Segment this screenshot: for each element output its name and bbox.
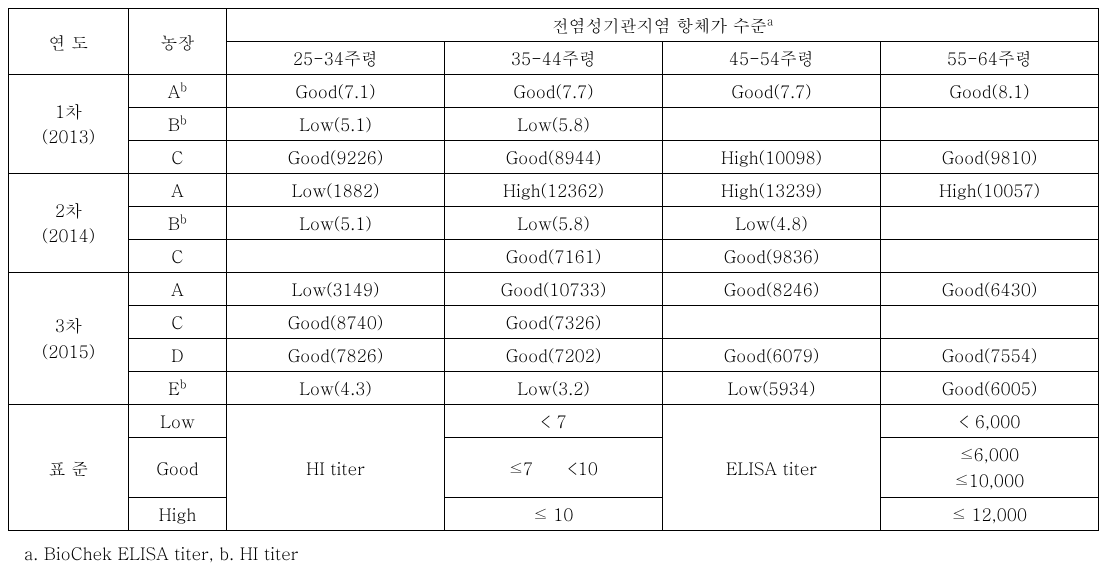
table-cell: Good(6079) [662, 339, 880, 372]
farm-sup: b [180, 376, 187, 392]
table-cell [662, 108, 880, 141]
farm-cell: C [128, 240, 226, 273]
header-range-3: 55-64주령 [880, 42, 1098, 75]
farm-sup: b [180, 112, 187, 128]
header-sup-a: a [767, 13, 773, 29]
table-cell [880, 240, 1098, 273]
table-cell: Good(7826) [226, 339, 444, 372]
table-cell: Good(7.7) [662, 75, 880, 108]
table-cell: High(12362) [444, 174, 662, 207]
year-cell-1: 2차(2014) [9, 174, 129, 273]
table-cell: Good(10733) [444, 273, 662, 306]
year-cell-2: 3차(2015) [9, 273, 129, 405]
table-cell: Low(3.2) [444, 372, 662, 405]
farm-cell: Bb [128, 108, 226, 141]
table-cell: Good(9226) [226, 141, 444, 174]
header-range-0: 25-34주령 [226, 42, 444, 75]
standard-level: Low [128, 405, 226, 438]
year-cell-0: 1차(2013) [9, 75, 129, 174]
standard-level: High [128, 498, 226, 531]
farm-sup: b [180, 211, 187, 227]
table-cell: Good(7202) [444, 339, 662, 372]
table-cell: Low(5934) [662, 372, 880, 405]
farm-cell: A [128, 273, 226, 306]
header-range-1: 35-44주령 [444, 42, 662, 75]
table-cell: Good(7.7) [444, 75, 662, 108]
elisa-titer-label: ELISA titer [662, 405, 880, 531]
table-cell: High(10057) [880, 174, 1098, 207]
standard-level: Good [128, 438, 226, 498]
table-cell: Good(6430) [880, 273, 1098, 306]
header-farm: 농장 [128, 9, 226, 75]
farm-cell: D [128, 339, 226, 372]
table-cell [880, 306, 1098, 339]
table-cell: Low(4.3) [226, 372, 444, 405]
header-range-2: 45-54주령 [662, 42, 880, 75]
table-cell: Good(8.1) [880, 75, 1098, 108]
table-cell [662, 306, 880, 339]
table-cell: Good(7.1) [226, 75, 444, 108]
table-cell: Low(5.8) [444, 108, 662, 141]
standard-label: 표 준 [9, 405, 129, 531]
table-cell: Good(7161) [444, 240, 662, 273]
table-cell: High(10098) [662, 141, 880, 174]
farm-cell: Ab [128, 75, 226, 108]
header-titer-level: 전염성기관지염 항체가 수준a [226, 9, 1098, 42]
table-cell: Good(6005) [880, 372, 1098, 405]
farm-cell: Bb [128, 207, 226, 240]
footnote-text: a. BioChek ELISA titer, b. HI titer [8, 531, 1099, 565]
table-cell: Low(3149) [226, 273, 444, 306]
elisa-condition: ≤6,000≤10,000 [880, 438, 1098, 498]
antibody-titer-table: 연 도농장전염성기관지염 항체가 수준a25-34주령35-44주령45-54주… [8, 8, 1099, 531]
hi-condition: ≤7 <10 [444, 438, 662, 498]
table-cell [880, 207, 1098, 240]
table-cell: Low(4.8) [662, 207, 880, 240]
farm-cell: C [128, 141, 226, 174]
table-cell: Good(7554) [880, 339, 1098, 372]
farm-cell: C [128, 306, 226, 339]
table-cell: Good(9836) [662, 240, 880, 273]
table-cell: Low(5.1) [226, 207, 444, 240]
table-cell: Good(7326) [444, 306, 662, 339]
farm-sup: b [180, 79, 187, 95]
hi-condition: ≤ 10 [444, 498, 662, 531]
table-cell: Good(8246) [662, 273, 880, 306]
table-cell [226, 240, 444, 273]
table-cell: Low(5.1) [226, 108, 444, 141]
table-cell: High(13239) [662, 174, 880, 207]
table-cell [880, 108, 1098, 141]
elisa-condition: < 6,000 [880, 405, 1098, 438]
table-cell: Good(8740) [226, 306, 444, 339]
table-cell: Low(5.8) [444, 207, 662, 240]
hi-condition: < 7 [444, 405, 662, 438]
table-cell: Good(9810) [880, 141, 1098, 174]
elisa-condition: ≤ 12,000 [880, 498, 1098, 531]
hi-titer-label: HI titer [226, 405, 444, 531]
header-year: 연 도 [9, 9, 129, 75]
table-cell: Low(1882) [226, 174, 444, 207]
farm-cell: A [128, 174, 226, 207]
farm-cell: Eb [128, 372, 226, 405]
table-cell: Good(8944) [444, 141, 662, 174]
